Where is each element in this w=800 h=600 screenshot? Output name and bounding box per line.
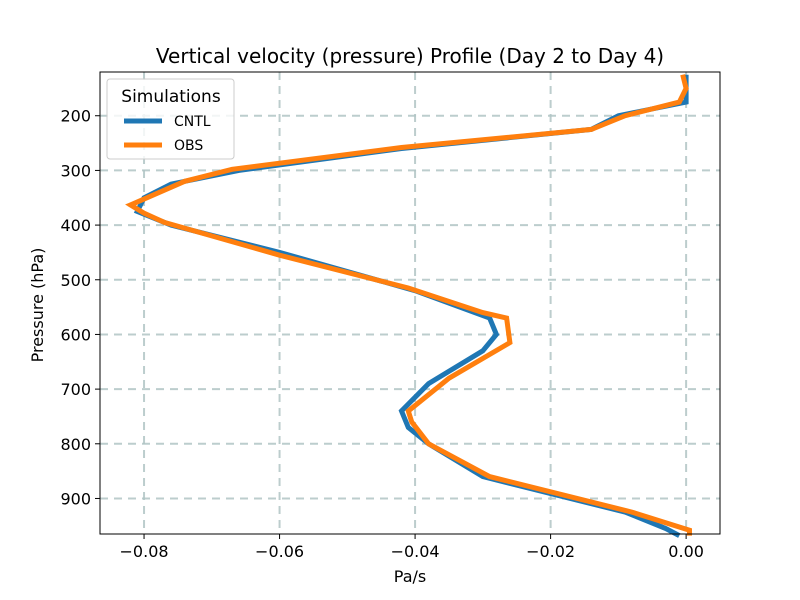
x-axis-label: Pa/s <box>394 567 426 586</box>
legend-label-cntl: CNTL <box>174 114 211 130</box>
legend-title: Simulations <box>121 87 221 107</box>
y-tick-label: 700 <box>60 380 91 399</box>
y-tick-label: 500 <box>60 271 91 290</box>
axes-frame <box>99 71 721 535</box>
series-line-obs <box>125 74 692 536</box>
legend-label-obs: OBS <box>174 138 203 154</box>
legend-frame <box>106 78 235 160</box>
y-tick-label: 300 <box>60 161 91 180</box>
chart-title: Vertical velocity (pressure) Profile (Da… <box>156 44 664 68</box>
x-tick-label: −0.02 <box>526 542 575 561</box>
y-tick-label: 800 <box>60 435 91 454</box>
legend-entries: CNTL OBS <box>124 114 211 154</box>
x-tick-label: −0.08 <box>120 542 169 561</box>
y-tick-label: 900 <box>60 489 91 508</box>
x-tick-label: −0.04 <box>391 542 440 561</box>
y-tick-label: 400 <box>60 216 91 235</box>
y-tick-label: 600 <box>60 325 91 344</box>
y-axis-label: Pressure (hPa) <box>28 248 47 363</box>
y-tick-label: 200 <box>60 107 91 126</box>
x-tick-label: −0.06 <box>255 542 304 561</box>
x-tick-label: 0.00 <box>668 542 704 561</box>
legend: Simulations CNTL OBS <box>106 78 235 160</box>
